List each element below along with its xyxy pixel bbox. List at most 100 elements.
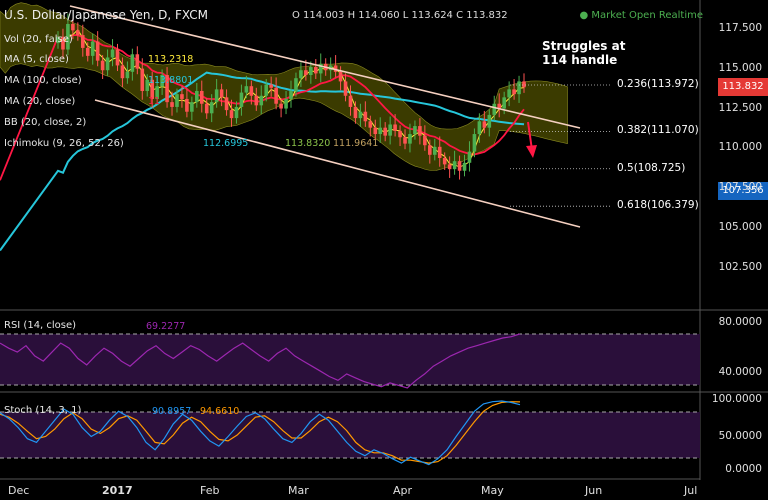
candle-body	[80, 35, 85, 48]
y-tick-label: 112.500	[718, 101, 762, 114]
ma100-value: 113.8801	[148, 75, 194, 86]
fib-label-236: 0.236(113.972)	[617, 78, 699, 91]
candle-body	[492, 103, 497, 115]
ichimoku-value-3: 111.9641	[333, 138, 379, 149]
candle-body	[353, 106, 358, 119]
candle-body	[313, 67, 318, 74]
candle-body	[66, 23, 70, 50]
candle-body	[264, 84, 269, 96]
candle-body	[413, 126, 417, 135]
candle-body	[363, 111, 368, 122]
current-price-tag: 113.832	[718, 78, 768, 97]
x-tick-label: Mar	[288, 484, 309, 497]
candle-body	[209, 102, 214, 114]
candle-body	[437, 146, 442, 158]
candle-body	[185, 98, 189, 112]
stoch-tick-0: 0.0000	[725, 463, 762, 475]
indicator-bb[interactable]: BB (20, close, 2)	[4, 117, 87, 128]
candle-body	[155, 86, 159, 99]
candle-body	[244, 86, 249, 93]
candle-body	[140, 68, 145, 91]
candle-body	[199, 90, 204, 104]
candle-body	[373, 127, 378, 135]
rsi-value: 69.2277	[146, 321, 186, 332]
candle-body	[234, 106, 239, 119]
ohlc-readout: O 114.003 H 114.060 L 113.624 C 113.832	[292, 10, 508, 21]
ichimoku-cloud	[0, 2, 568, 171]
x-tick-label: Feb	[200, 484, 220, 497]
candle-body	[512, 89, 516, 95]
stoch-k-line	[0, 400, 521, 466]
stoch-label[interactable]: Stoch (14, 3, 1)	[4, 405, 82, 416]
indicator-ma5[interactable]: MA (5, close)	[4, 54, 69, 65]
annotation-line-2: 114 handle	[542, 53, 618, 67]
candle-body	[423, 135, 427, 146]
indicator-ichimoku[interactable]: Ichimoku (9, 26, 52, 26)	[4, 138, 124, 149]
candle-body	[447, 164, 452, 170]
candle-body	[418, 126, 422, 136]
candle-body	[274, 87, 278, 104]
rsi-tick-40: 40.0000	[718, 366, 762, 378]
candle-body	[175, 94, 179, 107]
fib-label-618: 0.618(106.379)	[617, 199, 699, 212]
x-tick-label: Dec	[8, 484, 30, 497]
candle-body	[135, 54, 140, 69]
candle-body	[487, 114, 492, 128]
fib-lines	[510, 84, 612, 207]
candle-body	[343, 81, 348, 96]
candlesticks	[56, 13, 526, 180]
candle-body	[195, 90, 199, 103]
candle-body	[309, 67, 313, 76]
candle-body	[318, 63, 323, 74]
candle-body	[338, 71, 343, 82]
candle-body	[76, 30, 80, 36]
ma20-value: 11	[148, 96, 161, 107]
candle-body	[279, 103, 283, 109]
candle-body	[219, 89, 224, 98]
candle-body	[190, 102, 194, 112]
cloud-shape	[0, 2, 568, 171]
candle-body	[388, 124, 392, 136]
candle-body	[239, 92, 244, 107]
candle-body	[472, 134, 477, 152]
bearish-arrow-icon	[527, 121, 533, 151]
candle-body	[90, 41, 95, 56]
candle-body	[398, 130, 402, 138]
ichimoku-value-2: 113.8320	[285, 138, 331, 149]
candle-body	[100, 60, 105, 71]
candle-body	[333, 65, 338, 72]
candle-body	[249, 86, 254, 96]
indicator-ma100[interactable]: MA (100, close)	[4, 75, 82, 86]
candle-body	[502, 97, 506, 109]
y-tick-label: 110.000	[718, 141, 762, 154]
candle-body	[522, 81, 526, 88]
candle-body	[259, 95, 264, 106]
candle-body	[284, 98, 288, 109]
fib-label-382: 0.382(111.070)	[617, 124, 699, 137]
candle-body	[452, 161, 457, 170]
candle-body	[517, 81, 521, 95]
rsi-label[interactable]: RSI (14, close)	[4, 320, 77, 331]
indicator-vol[interactable]: Vol (20, false)	[4, 34, 73, 45]
candle-body	[432, 146, 437, 155]
candle-body	[130, 54, 135, 72]
stoch-k-value: 90.8957	[152, 406, 192, 417]
candle-body	[180, 94, 184, 99]
stoch-tick-100: 100.0000	[711, 393, 762, 405]
ma5-value: 113.2318	[148, 54, 194, 65]
candle-body	[467, 151, 472, 163]
candle-body	[115, 49, 120, 66]
candle-body	[120, 65, 125, 79]
candle-body	[294, 78, 298, 91]
indicator-ma20[interactable]: MA (20, close)	[4, 96, 76, 107]
candle-body	[368, 121, 373, 128]
bearish-arrow-head-icon	[526, 145, 537, 158]
candle-body	[348, 95, 353, 107]
y-tick-label: 117.500	[718, 21, 762, 34]
candle-body	[299, 70, 303, 79]
candle-body	[105, 57, 110, 71]
x-tick-label: 2017	[102, 484, 133, 497]
candle-body	[61, 36, 65, 50]
candle-body	[428, 145, 432, 155]
candle-body	[393, 124, 397, 131]
